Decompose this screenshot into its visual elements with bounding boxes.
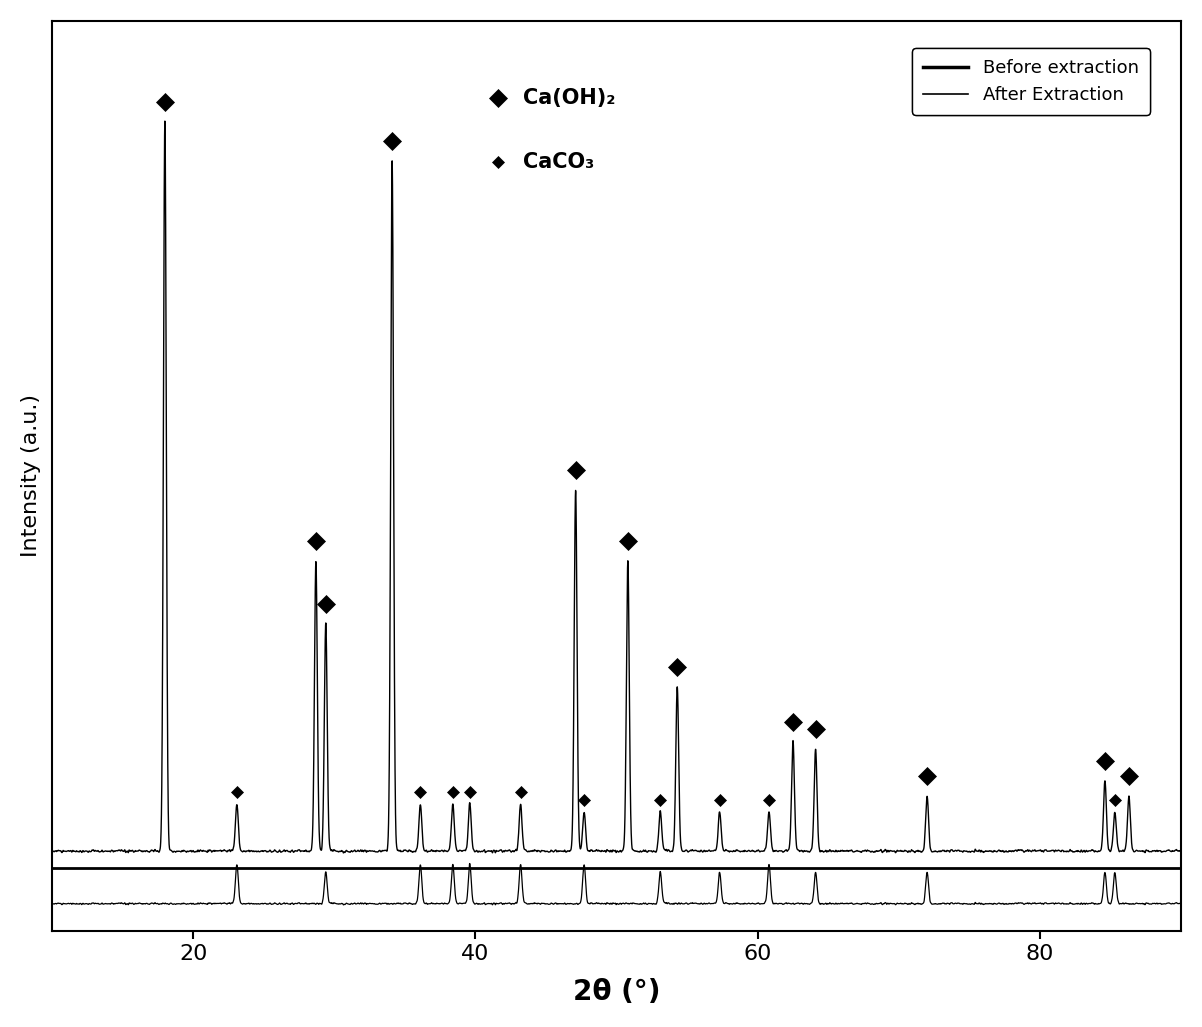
Y-axis label: Intensity (a.u.): Intensity (a.u.) — [20, 394, 41, 558]
Legend: Before extraction, After Extraction: Before extraction, After Extraction — [912, 48, 1149, 115]
Text: Ca(OH)₂: Ca(OH)₂ — [523, 88, 615, 108]
X-axis label: 2θ (°): 2θ (°) — [573, 978, 660, 1006]
Text: CaCO₃: CaCO₃ — [523, 152, 594, 172]
